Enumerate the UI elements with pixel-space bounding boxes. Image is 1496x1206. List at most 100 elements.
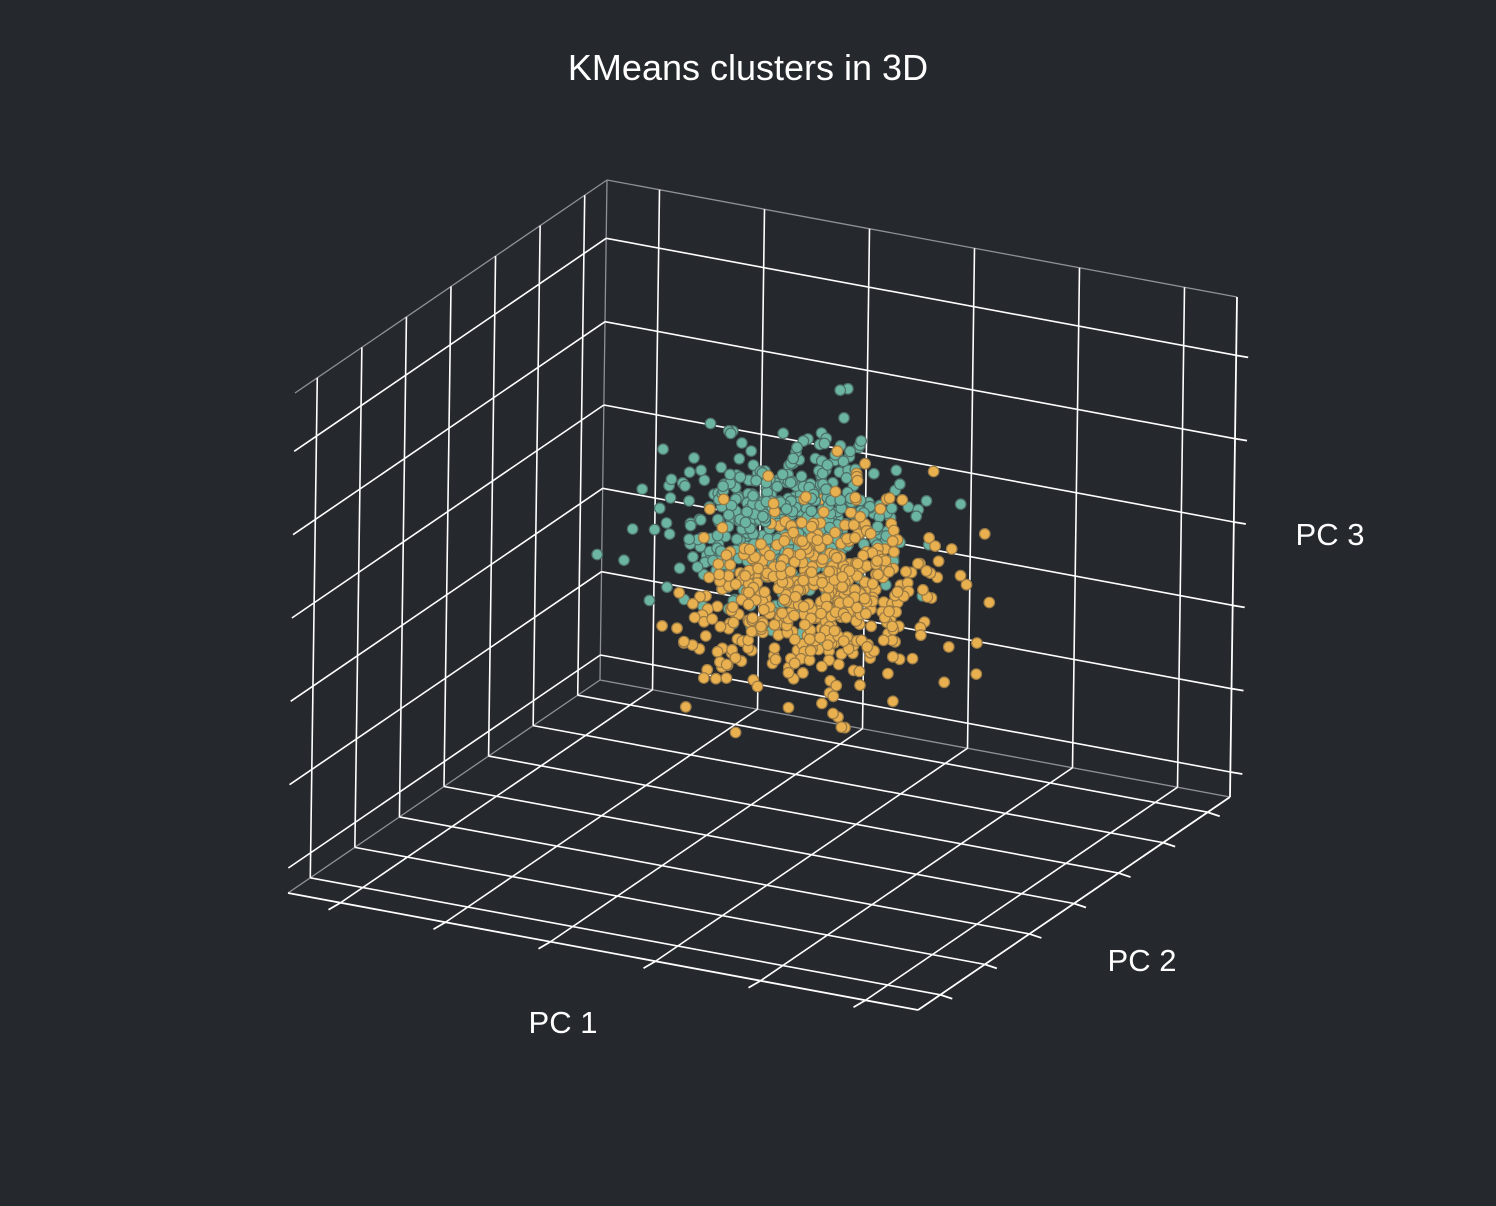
scatter-point-cluster-1	[851, 557, 864, 570]
y-tick-mark	[1162, 841, 1176, 848]
scatter-point-cluster-0	[784, 476, 797, 489]
scatter-point-cluster-1	[837, 635, 850, 647]
scatter-point-cluster-1	[784, 565, 797, 578]
scatter-point-cluster-0	[910, 510, 923, 523]
z-tick-mark	[1234, 437, 1248, 442]
scatter-point-cluster-0	[653, 502, 666, 515]
z-tick-mark	[1230, 771, 1243, 775]
scatter-point-cluster-1	[865, 620, 878, 633]
scatter-point-cluster-0	[687, 551, 699, 563]
scatter-point-cluster-1	[688, 611, 701, 624]
scatter-point-cluster-1	[945, 543, 958, 555]
tick-marks	[287, 296, 1249, 1011]
scatter-point-cluster-0	[840, 472, 853, 484]
scatter-point-cluster-1	[673, 586, 685, 599]
scatter-point-cluster-1	[886, 650, 899, 663]
scatter-point-cluster-1	[757, 603, 770, 616]
scatter-point-cluster-1	[717, 493, 730, 506]
scatter-point-cluster-0	[724, 468, 736, 481]
z-tick-mark	[1232, 604, 1245, 609]
scatter-point-cluster-1	[831, 445, 844, 458]
grid-line-wall-y	[576, 195, 586, 696]
scatter-point-cluster-1	[767, 497, 780, 510]
scatter-point-cluster-1	[853, 665, 866, 678]
scatter-point-cluster-1	[751, 680, 764, 693]
scatter-point-cluster-1	[858, 592, 871, 605]
scatter-point-cluster-1	[942, 641, 955, 653]
scatter-point-cluster-0	[694, 514, 707, 526]
grid-line-wall-y	[309, 377, 319, 878]
scatter-point-cluster-0	[643, 594, 656, 607]
scatter-point-cluster-1	[800, 491, 812, 503]
scatter-point-cluster-0	[757, 510, 769, 523]
scatter-point-cluster-1	[752, 562, 764, 575]
scatter-point-cluster-1	[686, 597, 699, 610]
scatter-point-cluster-1	[849, 531, 861, 544]
scatter-point-cluster-0	[920, 495, 933, 507]
scatter-point-cluster-0	[691, 561, 704, 573]
scatter-point-cluster-1	[821, 533, 834, 546]
scatter-point-cluster-1	[805, 566, 818, 579]
scatter-point-cluster-1	[874, 503, 887, 515]
scatter-point-cluster-1	[883, 605, 895, 618]
scatter-point-cluster-1	[832, 658, 845, 671]
scatter-point-cluster-1	[877, 634, 890, 647]
scatter-point-cluster-1	[847, 519, 860, 531]
scatter-point-cluster-1	[729, 652, 742, 664]
scatter-point-cluster-1	[720, 658, 733, 671]
scatter-point-cluster-0	[717, 480, 729, 493]
chart-title: KMeans clusters in 3D	[568, 47, 928, 88]
scatter-point-cluster-0	[777, 427, 790, 440]
scatter-point-cluster-1	[758, 586, 771, 598]
scatter-point-cluster-1	[724, 558, 737, 571]
scatter-point-cluster-0	[673, 562, 686, 575]
scatter-point-cluster-1	[727, 616, 740, 629]
grid-line-floor-y	[310, 876, 941, 996]
scatter-point-cluster-1	[797, 667, 809, 679]
scatter-point-cluster-1	[929, 540, 941, 552]
scatter-point-cluster-0	[663, 528, 676, 540]
scatter-point-cluster-0	[741, 505, 753, 518]
scatter-point-cluster-1	[782, 666, 795, 679]
scatter-point-cluster-1	[932, 555, 945, 568]
scatter-point-cluster-1	[854, 510, 867, 523]
scatter-point-cluster-1	[816, 576, 828, 589]
grid-line-side-z	[290, 487, 604, 702]
y-tick-mark	[1207, 811, 1220, 818]
scatter-point-cluster-0	[818, 437, 831, 450]
scatter-point-cluster-1	[917, 583, 929, 596]
scatter-point-cluster-1	[859, 457, 871, 470]
scatter-point-cluster-1	[805, 520, 818, 533]
scatter-point-cluster-1	[726, 601, 739, 613]
scatter-point-cluster-0	[736, 437, 748, 449]
scatter-point-cluster-1	[788, 657, 801, 670]
scatter-point-cluster-1	[804, 644, 817, 657]
scatter-point-cluster-1	[768, 642, 781, 654]
scatter-point-cluster-0	[618, 554, 630, 567]
scatter-point-cluster-0	[684, 519, 697, 532]
scatter-point-cluster-1	[796, 535, 809, 547]
scatter-point-cluster-0	[688, 452, 700, 464]
scatter-point-cluster-1	[906, 652, 919, 665]
scatter-point-cluster-1	[888, 546, 900, 558]
scatter-point-cluster-1	[776, 607, 789, 620]
grid-line-floor-y	[532, 724, 1164, 844]
scatter-point-cluster-1	[861, 641, 874, 653]
scatter-point-cluster-0	[894, 478, 906, 491]
y-tick-mark	[940, 993, 953, 1000]
scatter-point-cluster-1	[704, 503, 716, 516]
scatter-point-cluster-1	[678, 635, 690, 648]
scatter-point-cluster-1	[774, 560, 787, 573]
scatter-point-cluster-1	[746, 612, 759, 624]
grid-line-side-z	[287, 654, 601, 869]
scatter-point-cluster-1	[842, 596, 855, 608]
scatter-point-cluster-1	[713, 568, 726, 581]
grid-line-wall-y	[487, 256, 497, 757]
x-axis-line	[287, 892, 919, 1011]
scatter-point-cluster-1	[743, 543, 756, 556]
scatter-point-cluster-0	[747, 489, 759, 502]
scatter-point-cluster-1	[742, 586, 755, 599]
scatter-point-cluster-0	[657, 443, 669, 456]
scatter-point-cluster-0	[683, 495, 695, 507]
